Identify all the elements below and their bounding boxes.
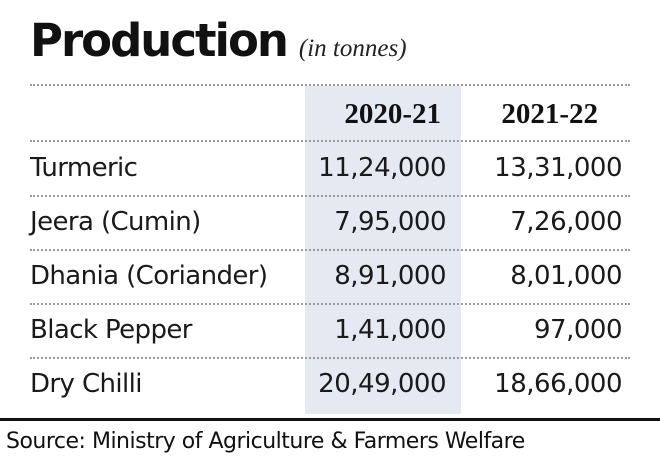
chart-title: Production [30, 14, 289, 67]
row-divider [30, 303, 630, 305]
row-label: Turmeric [30, 153, 138, 183]
column-header-2020-21: 2020-21 [344, 98, 441, 130]
value-2021-22: 7,26,000 [510, 207, 622, 237]
row-label: Jeera (Cumin) [30, 207, 201, 237]
row-label: Dhania (Coriander) [30, 261, 268, 291]
value-2020-21: 1,41,000 [334, 315, 446, 345]
value-2020-21: 20,49,000 [318, 369, 446, 399]
row-divider [30, 357, 630, 359]
column-header-2021-22: 2021-22 [501, 98, 598, 130]
table-row: Dry Chilli 20,49,000 18,66,000 [0, 362, 660, 406]
unit-note: (in tonnes) [298, 35, 407, 62]
value-2021-22: 18,66,000 [494, 369, 622, 399]
table-row: Jeera (Cumin) 7,95,000 7,26,000 [0, 200, 660, 244]
value-2020-21: 7,95,000 [334, 207, 446, 237]
table-row: Turmeric 11,24,000 13,31,000 [0, 146, 660, 190]
table-row: Dhania (Coriander) 8,91,000 8,01,000 [0, 254, 660, 298]
row-divider [30, 249, 630, 251]
value-2021-22: 8,01,000 [510, 261, 622, 291]
value-2020-21: 11,24,000 [318, 153, 446, 183]
value-2021-22: 13,31,000 [494, 153, 622, 183]
row-label: Dry Chilli [30, 369, 142, 399]
value-2021-22: 97,000 [534, 315, 622, 345]
rule-header [30, 140, 630, 142]
rule-top [30, 84, 630, 86]
table-row: Black Pepper 1,41,000 97,000 [0, 308, 660, 352]
source-note: Source: Ministry of Agriculture & Farmer… [6, 429, 525, 454]
row-divider [30, 195, 630, 197]
row-label: Black Pepper [30, 315, 192, 345]
bottom-rule [0, 418, 660, 421]
title-row: Production (in tonnes) [30, 14, 407, 76]
value-2020-21: 8,91,000 [334, 261, 446, 291]
